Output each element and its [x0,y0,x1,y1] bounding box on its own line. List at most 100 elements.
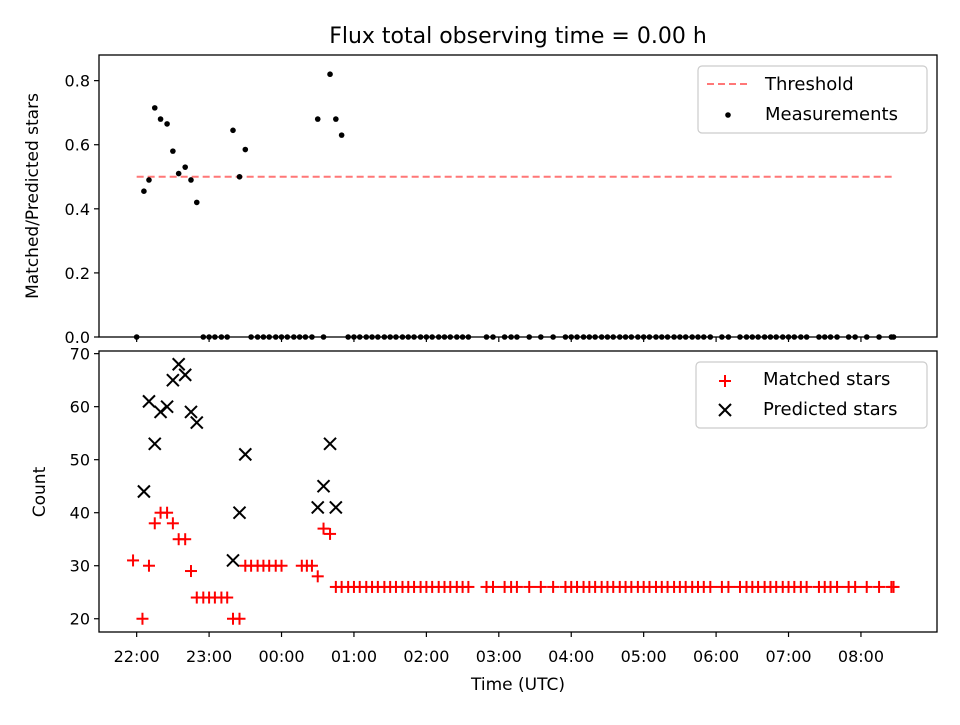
matched-star-marker [722,580,735,593]
predicted-star-marker [238,447,253,462]
matched-star-marker [184,565,197,578]
measurement-point [333,116,339,122]
time-x-tick-label: 22:00 [114,647,160,666]
measurement-point [193,199,200,206]
predicted-star-marker [148,437,162,451]
time-x-tick-label: 00:00 [258,647,304,666]
ratio-y-tick-label: 0.8 [65,72,90,91]
ratio-y-axis: 0.0 0.2 0.4 0.6 0.8 [65,72,99,347]
matched-star-marker [487,580,500,593]
matched-star-marker [179,533,192,546]
matched-star-marker [547,580,560,593]
count-y-tick-label: 40 [70,504,90,523]
count-panel: 20 30 40 50 60 70 22:00 23:00 00:00 01:00 02:00 03… [30,345,938,695]
ratio-x-ticks [136,337,862,342]
time-x-tick-label: 06:00 [693,647,739,666]
ratio-y-tick-label: 0.0 [65,328,90,347]
x-axis-label: Time (UTC) [470,675,565,695]
matched-star-marker [873,580,886,593]
ratio-y-tick-label: 0.6 [65,136,90,155]
measurement-point [236,173,243,180]
time-x-tick-label: 05:00 [621,647,667,666]
count-y-tick-label: 30 [70,557,90,576]
time-x-axis: 22:00 23:00 00:00 01:00 02:00 03:00 04:00 05:00… [114,632,884,666]
measurement-point [314,116,321,122]
matched-star-marker [166,517,179,530]
matched-star-marker [142,559,155,572]
time-x-tick-label: 02:00 [403,647,449,666]
count-y-tick-label: 20 [70,610,90,629]
measurement-point [164,121,170,127]
time-x-tick-label: 03:00 [476,647,522,666]
matched-star-marker [311,570,324,583]
matched-star-marker [305,559,318,572]
matched-star-marker [800,580,813,593]
chart-title: Flux total observing time = 0.00 h [329,24,707,49]
predicted-star-marker [171,357,186,371]
measurement-point [242,146,249,153]
matched-star-marker [523,580,536,593]
ratio-y-label: Matched/Predicted stars [23,93,43,299]
time-x-tick-label: 07:00 [765,647,811,666]
predicted-star-marker [178,368,192,382]
matched-star-marker [161,506,174,519]
matched-star-marker [860,580,873,593]
predicted-star-marker [316,479,331,493]
measurement-point [175,170,182,177]
matched-star-marker [148,517,161,530]
measurement-point [338,132,345,138]
count-y-label: Count [30,466,50,517]
legend-predicted-label: Predicted stars [763,399,897,420]
matched-star-marker [221,591,234,604]
matched-star-marker [324,527,337,540]
matched-stars-points [127,506,900,625]
predicted-star-marker [323,437,337,451]
matched-star-marker [849,580,862,593]
legend-threshold-label: Threshold [764,74,854,95]
measurement-point [151,105,158,111]
measurement-point [170,148,176,154]
legend-predicted-swatch [718,403,732,417]
predicted-star-marker [232,506,247,520]
predicted-star-marker [184,405,198,419]
measurement-point [141,188,147,194]
matched-star-marker [136,612,149,625]
count-y-axis: 20 30 40 50 60 70 [70,345,99,629]
predicted-star-marker [329,500,343,515]
predicted-star-marker [160,399,174,414]
matched-star-marker [127,554,140,567]
matched-star-marker [704,580,717,593]
legend-matched-swatch [719,375,731,387]
predicted-star-marker [190,415,204,430]
count-panel-frame [98,350,938,633]
ratio-y-tick-label: 0.2 [65,264,90,283]
predicted-star-marker [226,553,240,568]
count-y-tick-label: 50 [70,451,90,470]
matched-star-marker [534,580,547,593]
time-x-tick-label: 04:00 [548,647,594,666]
predicted-star-marker [137,484,151,499]
legend-measurements-swatch [725,112,731,118]
ratio-panel-frame [98,54,938,338]
ratio-panel: 0.00.20.40.60.8 Matched/Predicted stars … [23,54,938,347]
matched-star-marker [233,612,246,625]
matched-star-marker [887,580,900,593]
time-x-tick-label: 01:00 [331,647,377,666]
matched-star-marker [275,559,288,572]
legend-measurements-label: Measurements [765,104,898,125]
matched-star-marker [510,580,523,593]
predicted-star-marker [166,373,180,387]
measurement-point [182,164,188,170]
time-x-tick-label: 08:00 [838,647,884,666]
matched-star-marker [317,522,330,535]
legend-matched-label: Matched stars [763,369,890,390]
measurement-point [157,116,164,122]
predicted-stars-points [137,357,343,568]
predicted-star-marker [311,500,325,515]
matched-star-marker [831,580,844,593]
count-y-tick-label: 60 [70,398,90,417]
measurement-point [327,71,333,78]
count-legend: Matched stars Predicted stars [695,361,928,429]
count-y-tick-label: 70 [70,345,90,364]
